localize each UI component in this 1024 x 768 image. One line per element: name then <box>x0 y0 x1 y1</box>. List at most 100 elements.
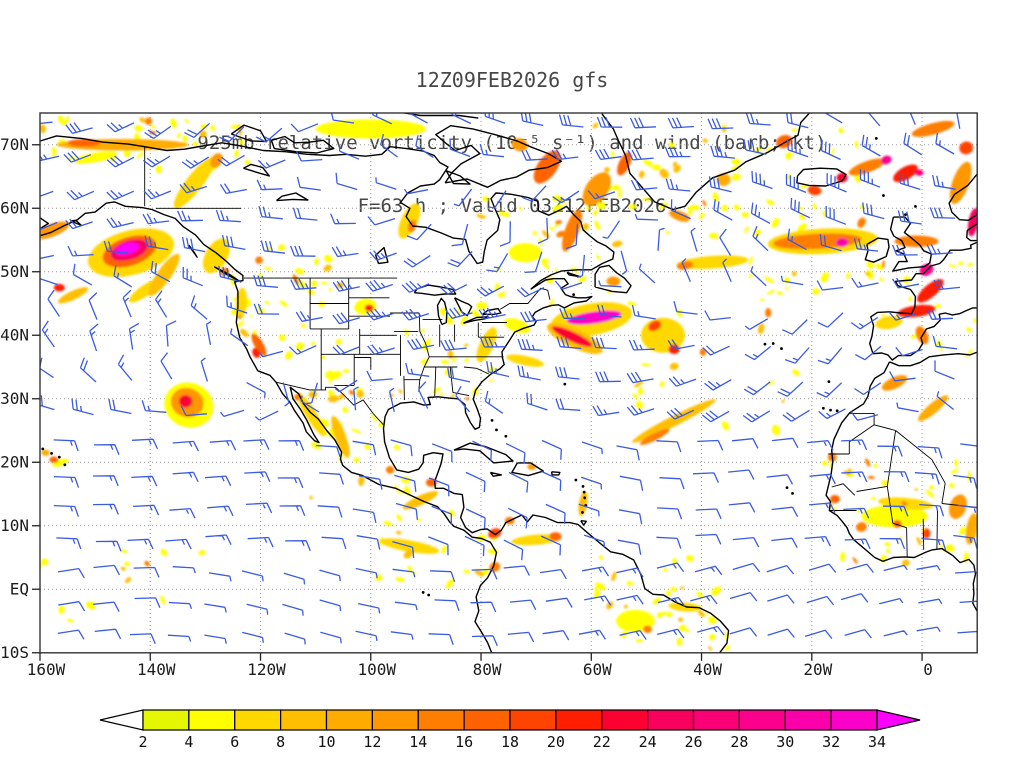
vorticity-speckle <box>708 232 718 239</box>
vorticity-speckle <box>234 149 239 158</box>
vorticity-speckle <box>687 206 693 216</box>
vorticity-speckle <box>705 611 709 616</box>
vorticity-speckle <box>925 489 935 498</box>
vorticity-speckle <box>482 195 489 202</box>
vorticity-speckle <box>192 141 199 146</box>
vorticity-nigeria-band <box>965 513 978 545</box>
vorticity-gulf-stream-streak <box>506 354 545 367</box>
vorticity-speckle <box>474 569 485 577</box>
vorticity-speckle <box>776 291 784 296</box>
vorticity-speckle <box>916 536 922 546</box>
vorticity-speckle <box>184 119 189 124</box>
colorbar-label-22: 22 <box>593 733 611 751</box>
vorticity-speckle <box>337 339 342 345</box>
vorticity-speckle <box>321 355 326 360</box>
vorticity-speckle <box>33 154 36 161</box>
vorticity-subtropical-diagonal <box>632 399 716 443</box>
vorticity-speckle <box>327 395 340 403</box>
vorticity-speckle <box>881 313 886 317</box>
vorticity-speckle <box>489 378 493 383</box>
colorbar-segment-6 <box>234 709 282 731</box>
vorticity-speckle <box>632 393 639 400</box>
colorbar-segment-30 <box>784 709 832 731</box>
colorbar-label-30: 30 <box>776 733 794 751</box>
vorticity-speckle <box>784 277 791 284</box>
vorticity-speckle <box>236 321 245 327</box>
vorticity-aleutian-spot <box>53 283 65 292</box>
vorticity-speckle <box>642 197 652 202</box>
vorticity-pacific-cyclone-core <box>178 394 193 408</box>
vorticity-speckle <box>596 254 601 261</box>
colorbar-segment-10 <box>325 709 373 731</box>
vorticity-speckle <box>295 342 304 351</box>
vorticity-speckle <box>263 266 273 271</box>
vorticity-speckle <box>447 350 454 359</box>
vorticity-speckle <box>548 226 555 231</box>
colorbar-label-32: 32 <box>822 733 840 751</box>
vorticity-speckle <box>958 261 964 266</box>
vorticity-speckle <box>764 276 775 284</box>
vorticity-speckle <box>578 275 587 283</box>
vorticity-hawaii-yellow <box>52 458 69 467</box>
vorticity-speckle <box>785 286 789 291</box>
vorticity-speckle <box>596 201 606 210</box>
vorticity-speckle <box>665 230 670 235</box>
vorticity-speckle <box>417 518 422 522</box>
vorticity-norwegian-sea-pink2 <box>915 169 924 176</box>
vorticity-speckle <box>771 424 780 436</box>
vorticity-speckle <box>342 406 348 413</box>
vorticity-senegal-spot <box>829 494 840 504</box>
vorticity-speckle <box>403 550 414 559</box>
vorticity-speckle <box>170 118 177 129</box>
colorbar-label-34: 34 <box>868 733 886 751</box>
vorticity-speckle <box>586 206 591 211</box>
vorticity-newfoundland-spot <box>606 276 621 287</box>
vorticity-speckle <box>350 428 362 434</box>
vorticity-speckle <box>662 568 668 572</box>
colorbar-label-12: 12 <box>363 733 381 751</box>
vorticity-speckle <box>771 217 780 228</box>
vorticity-hawaii-spot <box>49 456 59 463</box>
vorticity-speckle <box>476 302 488 310</box>
vorticity-speckle <box>160 595 166 605</box>
vorticity-speckle <box>40 563 42 569</box>
vorticity-speckle <box>749 256 753 266</box>
vorticity-speckle <box>670 586 677 592</box>
coastlines <box>40 113 978 653</box>
vorticity-speckle <box>554 268 557 273</box>
small-islands <box>41 137 917 597</box>
lat-label-EQ: EQ <box>10 579 29 598</box>
vorticity-guinea-spot <box>855 522 867 532</box>
colorbar-segment-20 <box>555 709 603 731</box>
vorticity-speckle <box>973 318 977 323</box>
vorticity-speckle <box>881 479 889 487</box>
vorticity-speckle <box>875 263 884 270</box>
vorticity-speckle <box>712 192 719 203</box>
lat-label-70N: 70N <box>0 135 29 154</box>
vorticity-iberia-north-yellow <box>875 315 903 330</box>
vorticity-speckle <box>866 261 875 269</box>
lon-label-100W: 100W <box>358 660 397 679</box>
vorticity-speckle <box>307 289 315 296</box>
lon-label-60W: 60W <box>583 660 612 679</box>
vorticity-speckle <box>652 597 661 605</box>
vorticity-speckle <box>611 150 614 159</box>
vorticity-speckle <box>652 164 661 171</box>
vorticity-appalachian-band <box>476 327 497 363</box>
vorticity-speckle <box>757 323 765 335</box>
vorticity-speckle <box>659 168 669 179</box>
lon-label-120W: 120W <box>247 660 286 679</box>
vorticity-speckle <box>407 565 413 572</box>
vorticity-veracruz-spot <box>385 466 395 474</box>
vorticity-speckle <box>311 341 315 347</box>
vorticity-speckle <box>255 256 263 265</box>
colorbar-above-arrow <box>876 709 921 731</box>
vorticity-speckle <box>277 244 285 251</box>
vorticity-speckle <box>686 554 694 562</box>
vorticity-speckle <box>724 645 731 651</box>
vorticity-speckle <box>666 611 673 618</box>
vorticity-speckle <box>592 122 599 129</box>
vorticity-speckle <box>199 130 207 138</box>
vorticity-speckle <box>623 604 628 609</box>
vorticity-speckle <box>966 327 972 333</box>
